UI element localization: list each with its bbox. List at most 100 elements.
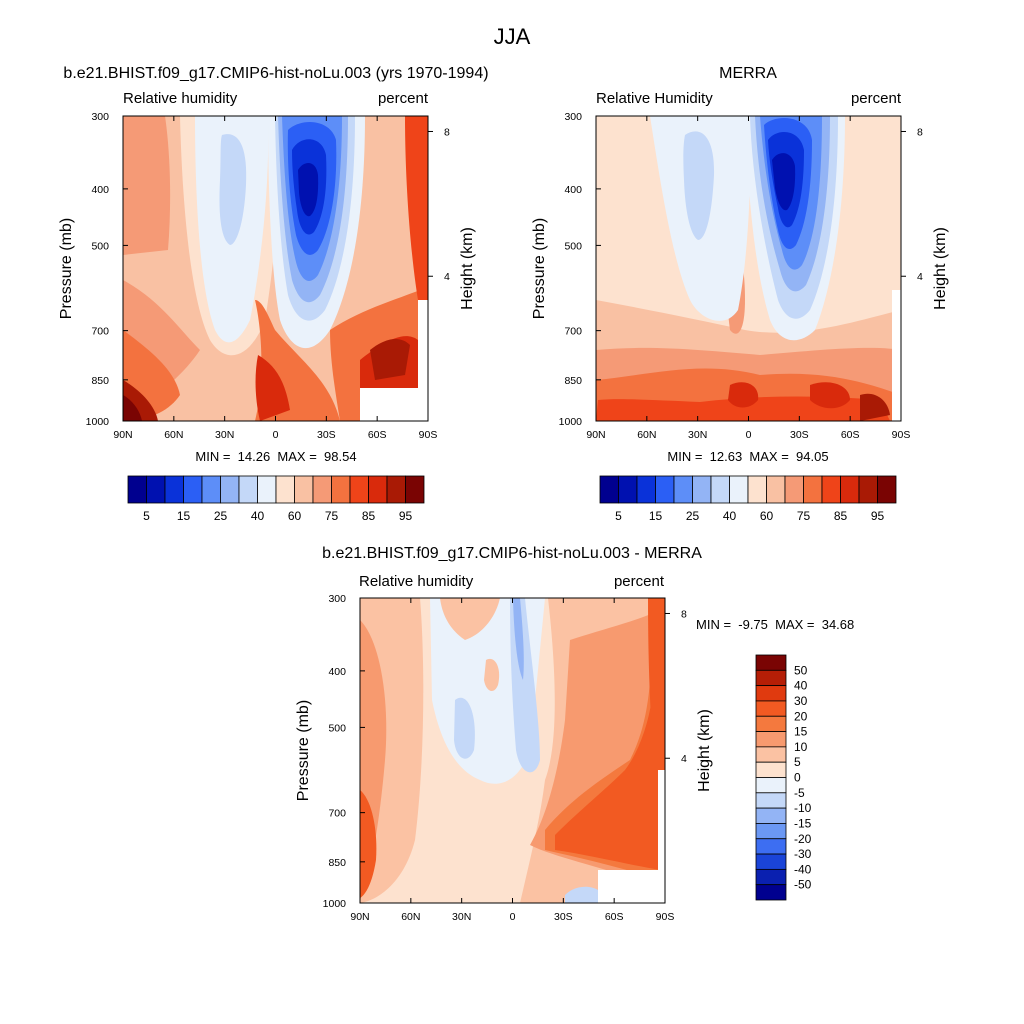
- colorbar-label: 95: [871, 509, 885, 523]
- colorbar-label: 85: [362, 509, 376, 523]
- colorbar-label: -10: [794, 801, 812, 815]
- fill-south-redorange: [555, 690, 660, 870]
- colorbar-swatch: [755, 868, 787, 886]
- x-tick-label: 90S: [892, 429, 911, 441]
- colorbar-swatch: [755, 823, 787, 840]
- x-tick-label: 60N: [164, 429, 183, 441]
- colorbar-swatch: [821, 475, 841, 504]
- colorbar-label: 15: [794, 725, 808, 739]
- panel-title: b.e21.BHIST.f09_g17.CMIP6-hist-noLu.003 …: [322, 545, 702, 562]
- colorbar-swatch: [803, 475, 823, 504]
- fill-left-upper-band: [123, 116, 171, 255]
- colorbar-label: 75: [325, 509, 339, 523]
- colorbar-swatch: [755, 731, 787, 748]
- colorbar-swatch: [729, 475, 749, 504]
- panel-left-label: Relative Humidity: [596, 90, 713, 107]
- colorbar-label: -30: [794, 847, 812, 861]
- colorbar-swatch: [755, 777, 787, 794]
- colorbar-swatch: [755, 807, 787, 824]
- colorbar-swatch: [755, 884, 787, 901]
- colorbar-swatch: [755, 715, 787, 732]
- y2-tick-label: 4: [681, 753, 687, 765]
- x-tick-label: 90N: [350, 911, 369, 923]
- colorbar-swatch: [294, 475, 314, 504]
- min-max-stats: MIN = 14.26 MAX = 98.54: [195, 449, 356, 464]
- x-tick-label: 90N: [113, 429, 132, 441]
- colorbar-label: 0: [794, 771, 801, 785]
- colorbar-label: 15: [177, 509, 191, 523]
- fill-pink-blob: [484, 658, 500, 692]
- colorbar-swatch: [238, 475, 258, 504]
- y-tick-label: 400: [564, 184, 582, 196]
- colorbar-label: -40: [794, 862, 812, 876]
- colorbar-swatch: [312, 475, 332, 504]
- y-tick-label: 1000: [323, 898, 347, 910]
- colorbar-label: 20: [794, 709, 808, 723]
- y-tick-label: 500: [564, 240, 582, 252]
- y-tick-label: 700: [564, 326, 582, 338]
- colorbar-swatch: [405, 475, 425, 504]
- colorbar-swatch: [220, 475, 240, 504]
- fill-left-orange: [360, 790, 377, 898]
- colorbar-swatch: [755, 792, 787, 809]
- y2-tick-label: 4: [917, 271, 923, 283]
- colorbar-swatch: [710, 475, 730, 504]
- fill-subtrop-n-lightblue: [219, 134, 247, 245]
- panel-left-label: Relative humidity: [359, 573, 474, 590]
- colorbar-swatch: [755, 700, 787, 717]
- fill-right-edge: [648, 598, 665, 770]
- x-tick-label: 30S: [554, 911, 573, 923]
- y-tick-label: 1000: [86, 416, 110, 428]
- panel-right-label: percent: [614, 573, 665, 590]
- colorbar-swatch: [618, 475, 638, 504]
- fill-warm-pocket-1: [728, 382, 759, 408]
- colorbar-swatch: [257, 475, 277, 504]
- colorbar-swatch: [275, 475, 295, 504]
- x-tick-label: 30N: [215, 429, 234, 441]
- x-tick-label: 30N: [688, 429, 707, 441]
- y-tick-label: 300: [564, 111, 582, 123]
- colorbar-label: -50: [794, 878, 812, 892]
- colorbar-label: 15: [649, 509, 663, 523]
- fill-warm-pocket-3: [860, 393, 890, 421]
- x-tick-label: 0: [273, 429, 279, 441]
- colorbar-label: -15: [794, 816, 812, 830]
- x-tick-label: 90N: [586, 429, 605, 441]
- fill-warm-pocket-2: [810, 382, 850, 409]
- panel-right-label: percent: [851, 90, 902, 107]
- colorbar-swatch: [655, 475, 675, 504]
- y-tick-label: 1000: [559, 416, 583, 428]
- colorbar-swatch: [599, 475, 619, 504]
- x-tick-label: 0: [510, 911, 516, 923]
- y-axis-label: Pressure (mb): [531, 218, 548, 319]
- colorbar-label: 75: [797, 509, 811, 523]
- colorbar-label: 30: [794, 694, 808, 708]
- y-axis-label: Pressure (mb): [295, 700, 312, 801]
- x-tick-label: 30S: [790, 429, 809, 441]
- colorbar-swatch: [755, 746, 787, 763]
- y2-tick-label: 8: [681, 608, 687, 620]
- y-tick-label: 400: [91, 184, 109, 196]
- colorbar-swatch: [349, 475, 369, 504]
- panel-merra: MERRA Relative Humidity percent: [595, 65, 902, 422]
- x-tick-label: 30S: [317, 429, 336, 441]
- colorbar-swatch: [877, 475, 897, 504]
- colorbar-swatch: [673, 475, 693, 504]
- y-tick-label: 400: [328, 666, 346, 678]
- fill-left-darkest: [123, 395, 142, 421]
- colorbar-label: 60: [760, 509, 774, 523]
- colorbar-swatch: [636, 475, 656, 504]
- y-tick-label: 850: [328, 857, 346, 869]
- y-tick-label: 850: [564, 375, 582, 387]
- colorbar-label: 95: [399, 509, 413, 523]
- min-max-stats: MIN = 12.63 MAX = 94.05: [667, 449, 828, 464]
- colorbar-swatch: [164, 475, 184, 504]
- colorbar-label: 10: [794, 740, 808, 754]
- colorbar-label: 40: [723, 509, 737, 523]
- panel-left-label: Relative humidity: [123, 90, 238, 107]
- colorbar-swatch: [755, 685, 787, 702]
- fill-subtrop-n-lightblue: [683, 131, 715, 240]
- missing-data-region: [360, 388, 418, 421]
- colorbar-swatch: [840, 475, 860, 504]
